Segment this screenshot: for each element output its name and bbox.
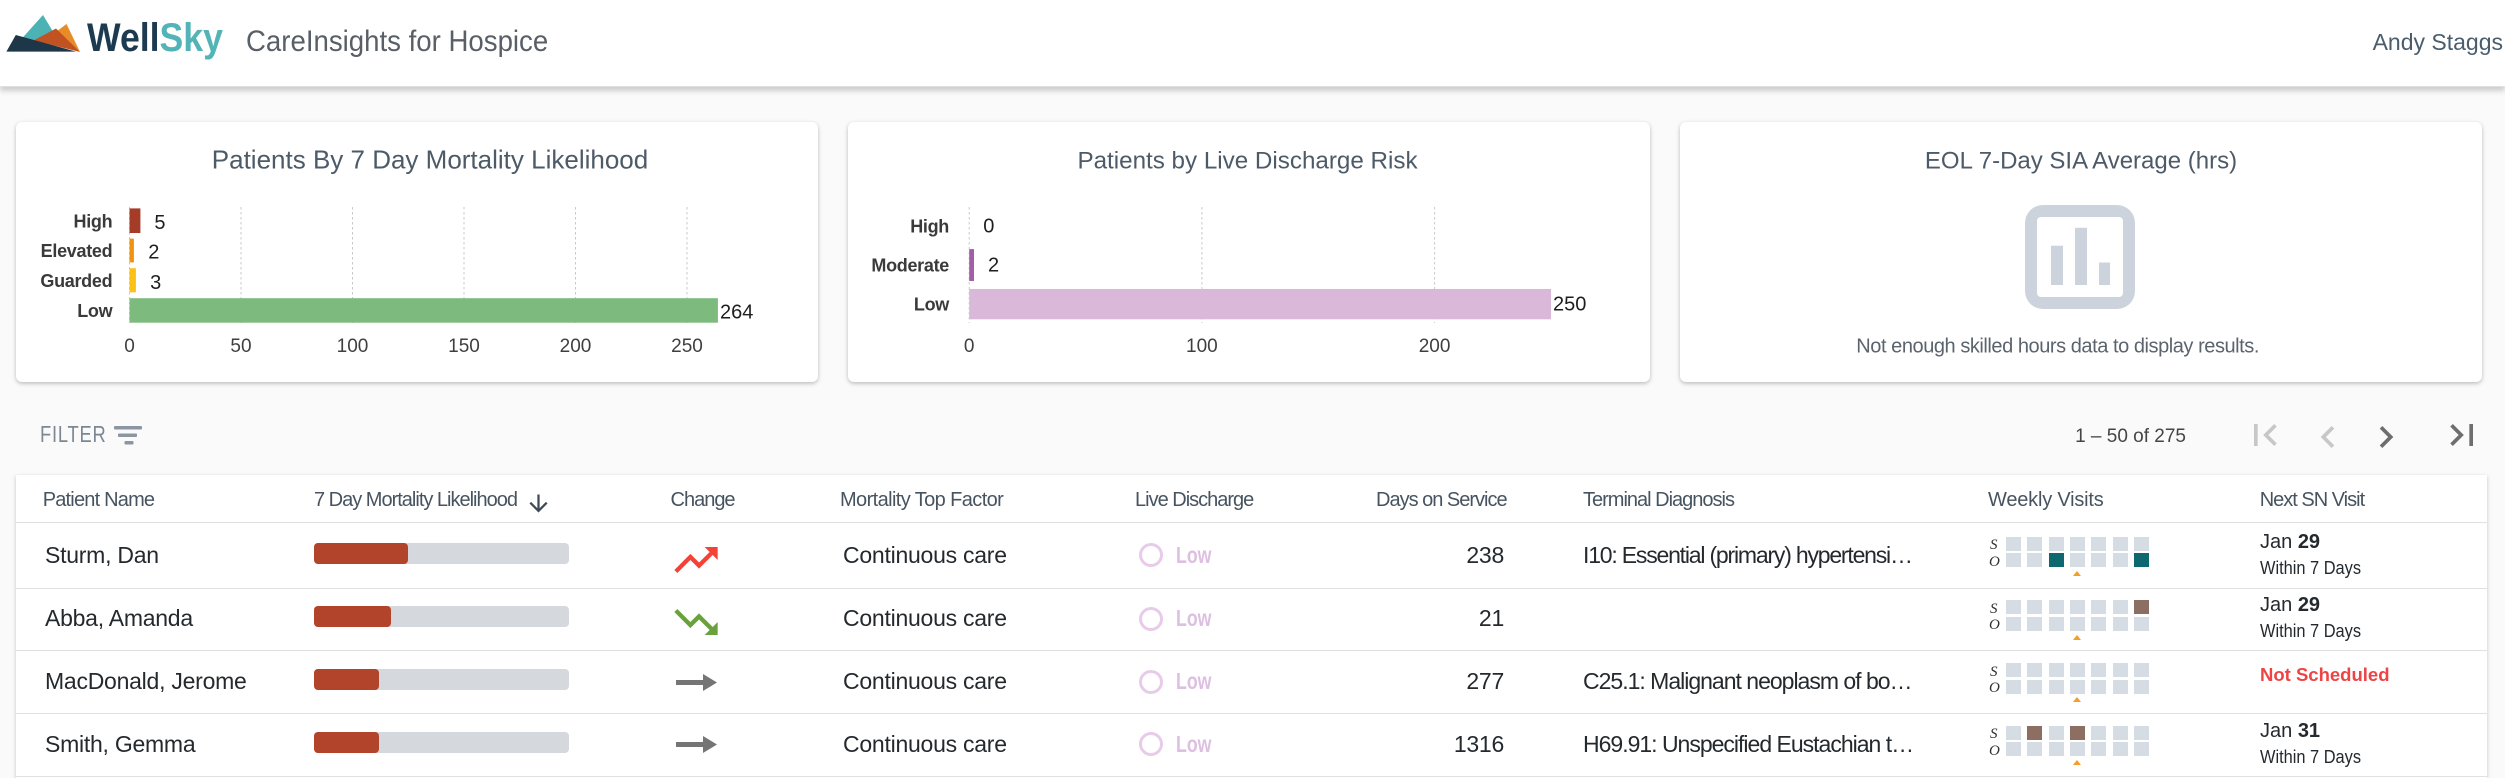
- svg-text:Patients by Live Discharge Ris: Patients by Live Discharge Risk: [1077, 148, 1418, 175]
- svg-text:0: 0: [983, 216, 994, 238]
- svg-text:Patients By 7 Day Mortality Li: Patients By 7 Day Mortality Likelihood: [212, 145, 648, 175]
- svg-text:100: 100: [1186, 336, 1218, 357]
- svg-text:150: 150: [448, 336, 480, 357]
- svg-text:Low: Low: [77, 301, 113, 321]
- svg-text:200: 200: [560, 336, 592, 357]
- svg-text:EOL 7-Day SIA Average (hrs): EOL 7-Day SIA Average (hrs): [1925, 148, 2237, 175]
- svg-text:5: 5: [154, 212, 165, 234]
- svg-text:0: 0: [964, 336, 975, 357]
- svg-text:264: 264: [720, 302, 753, 324]
- svg-text:100: 100: [337, 336, 369, 357]
- svg-text:Not enough skilled hours data: Not enough skilled hours data to display…: [1856, 336, 2259, 358]
- svg-text:3: 3: [150, 272, 161, 294]
- svg-text:250: 250: [671, 336, 703, 357]
- svg-text:200: 200: [1419, 336, 1451, 357]
- svg-text:Low: Low: [914, 295, 950, 315]
- svg-text:2: 2: [988, 255, 999, 277]
- svg-text:Elevated: Elevated: [41, 241, 113, 261]
- svg-text:2: 2: [148, 242, 159, 264]
- svg-text:Moderate: Moderate: [871, 256, 949, 276]
- svg-text:High: High: [74, 211, 113, 231]
- svg-text:Guarded: Guarded: [40, 271, 112, 291]
- svg-text:250: 250: [1553, 294, 1586, 316]
- svg-text:0: 0: [124, 336, 135, 357]
- svg-text:High: High: [910, 217, 949, 237]
- svg-text:50: 50: [230, 336, 251, 357]
